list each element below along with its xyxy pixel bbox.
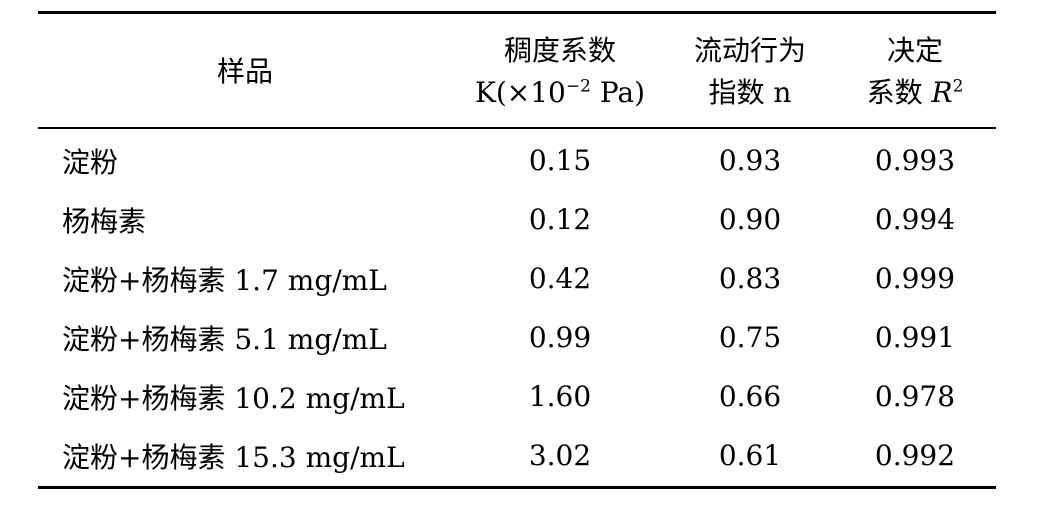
cell-k: 0.15 — [528, 144, 592, 177]
header-r2-variable: R — [931, 76, 953, 109]
cell-r2: 0.999 — [874, 262, 956, 295]
cell-k: 1.60 — [528, 380, 592, 413]
top-rule — [38, 11, 996, 14]
cell-k: 3.02 — [528, 439, 592, 472]
header-n-line1: 流动行为 — [693, 34, 806, 67]
table-row: 淀粉+杨梅素 1.7 mg/mL 0.42 0.83 0.999 — [0, 249, 1046, 308]
cell-r2: 0.991 — [874, 321, 956, 354]
cell-sample: 淀粉+杨梅素 5.1 mg/mL — [62, 322, 387, 356]
cell-sample: 杨梅素 — [62, 204, 147, 238]
header-r-squared: 决定 系数 R2 — [840, 22, 990, 122]
header-k-line1: 稠度系数 — [503, 34, 616, 67]
cell-n: 0.66 — [718, 380, 782, 413]
header-consistency-coefficient: 稠度系数 K(×10−2 Pa) — [455, 22, 665, 122]
header-r2-line1: 决定 — [886, 34, 943, 67]
header-k-prefix: K(×10 — [474, 76, 566, 109]
cell-sample: 淀粉+杨梅素 1.7 mg/mL — [62, 263, 387, 297]
cell-k: 0.99 — [528, 321, 592, 354]
bottom-rule — [38, 486, 996, 489]
cell-r2: 0.978 — [874, 380, 956, 413]
cell-n: 0.61 — [718, 439, 782, 472]
cell-k: 0.42 — [528, 262, 592, 295]
header-sample: 样品 — [100, 22, 390, 122]
cell-n: 0.83 — [718, 262, 782, 295]
table-row: 淀粉+杨梅素 5.1 mg/mL 0.99 0.75 0.991 — [0, 308, 1046, 367]
cell-r2: 0.994 — [874, 203, 956, 236]
header-n-line2: 指数 n — [708, 76, 792, 109]
cell-sample: 淀粉+杨梅素 10.2 mg/mL — [62, 381, 405, 415]
cell-n: 0.75 — [718, 321, 782, 354]
cell-sample: 淀粉+杨梅素 15.3 mg/mL — [62, 440, 405, 474]
cell-sample: 淀粉 — [62, 145, 119, 179]
header-k-exponent: −2 — [565, 76, 591, 97]
header-r2-line2: 系数 R2 — [867, 72, 964, 114]
header-r2-prefix: 系数 — [866, 76, 932, 109]
header-r2-exponent: 2 — [952, 76, 964, 97]
cell-r2: 0.993 — [874, 144, 956, 177]
header-k-suffix: Pa) — [590, 76, 646, 109]
cell-n: 0.93 — [718, 144, 782, 177]
header-sample-label: 样品 — [216, 55, 273, 88]
cell-r2: 0.992 — [874, 439, 956, 472]
header-flow-index: 流动行为 指数 n — [660, 22, 840, 122]
header-k-line2: K(×10−2 Pa) — [475, 72, 645, 114]
table-row: 淀粉+杨梅素 15.3 mg/mL 3.02 0.61 0.992 — [0, 426, 1046, 485]
header-rule — [38, 127, 996, 129]
cell-n: 0.90 — [718, 203, 782, 236]
table-row: 淀粉 0.15 0.93 0.993 — [0, 131, 1046, 190]
table-row: 淀粉+杨梅素 10.2 mg/mL 1.60 0.66 0.978 — [0, 367, 1046, 426]
cell-k: 0.12 — [528, 203, 592, 236]
table-row: 杨梅素 0.12 0.90 0.994 — [0, 190, 1046, 249]
